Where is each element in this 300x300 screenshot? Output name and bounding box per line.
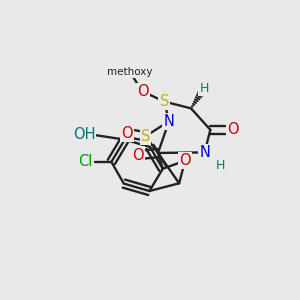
Text: H: H: [200, 82, 209, 95]
Text: O: O: [121, 126, 133, 141]
Text: O: O: [137, 84, 148, 99]
Text: S: S: [141, 129, 150, 144]
Text: methoxy: methoxy: [107, 67, 152, 77]
Text: Cl: Cl: [79, 154, 93, 169]
Text: N: N: [164, 114, 175, 129]
Text: O: O: [179, 153, 191, 168]
Text: OH: OH: [73, 127, 95, 142]
Text: H: H: [216, 159, 225, 172]
Text: O: O: [132, 148, 144, 163]
Text: N: N: [199, 145, 210, 160]
Text: O: O: [227, 122, 239, 137]
Text: S: S: [160, 94, 169, 109]
